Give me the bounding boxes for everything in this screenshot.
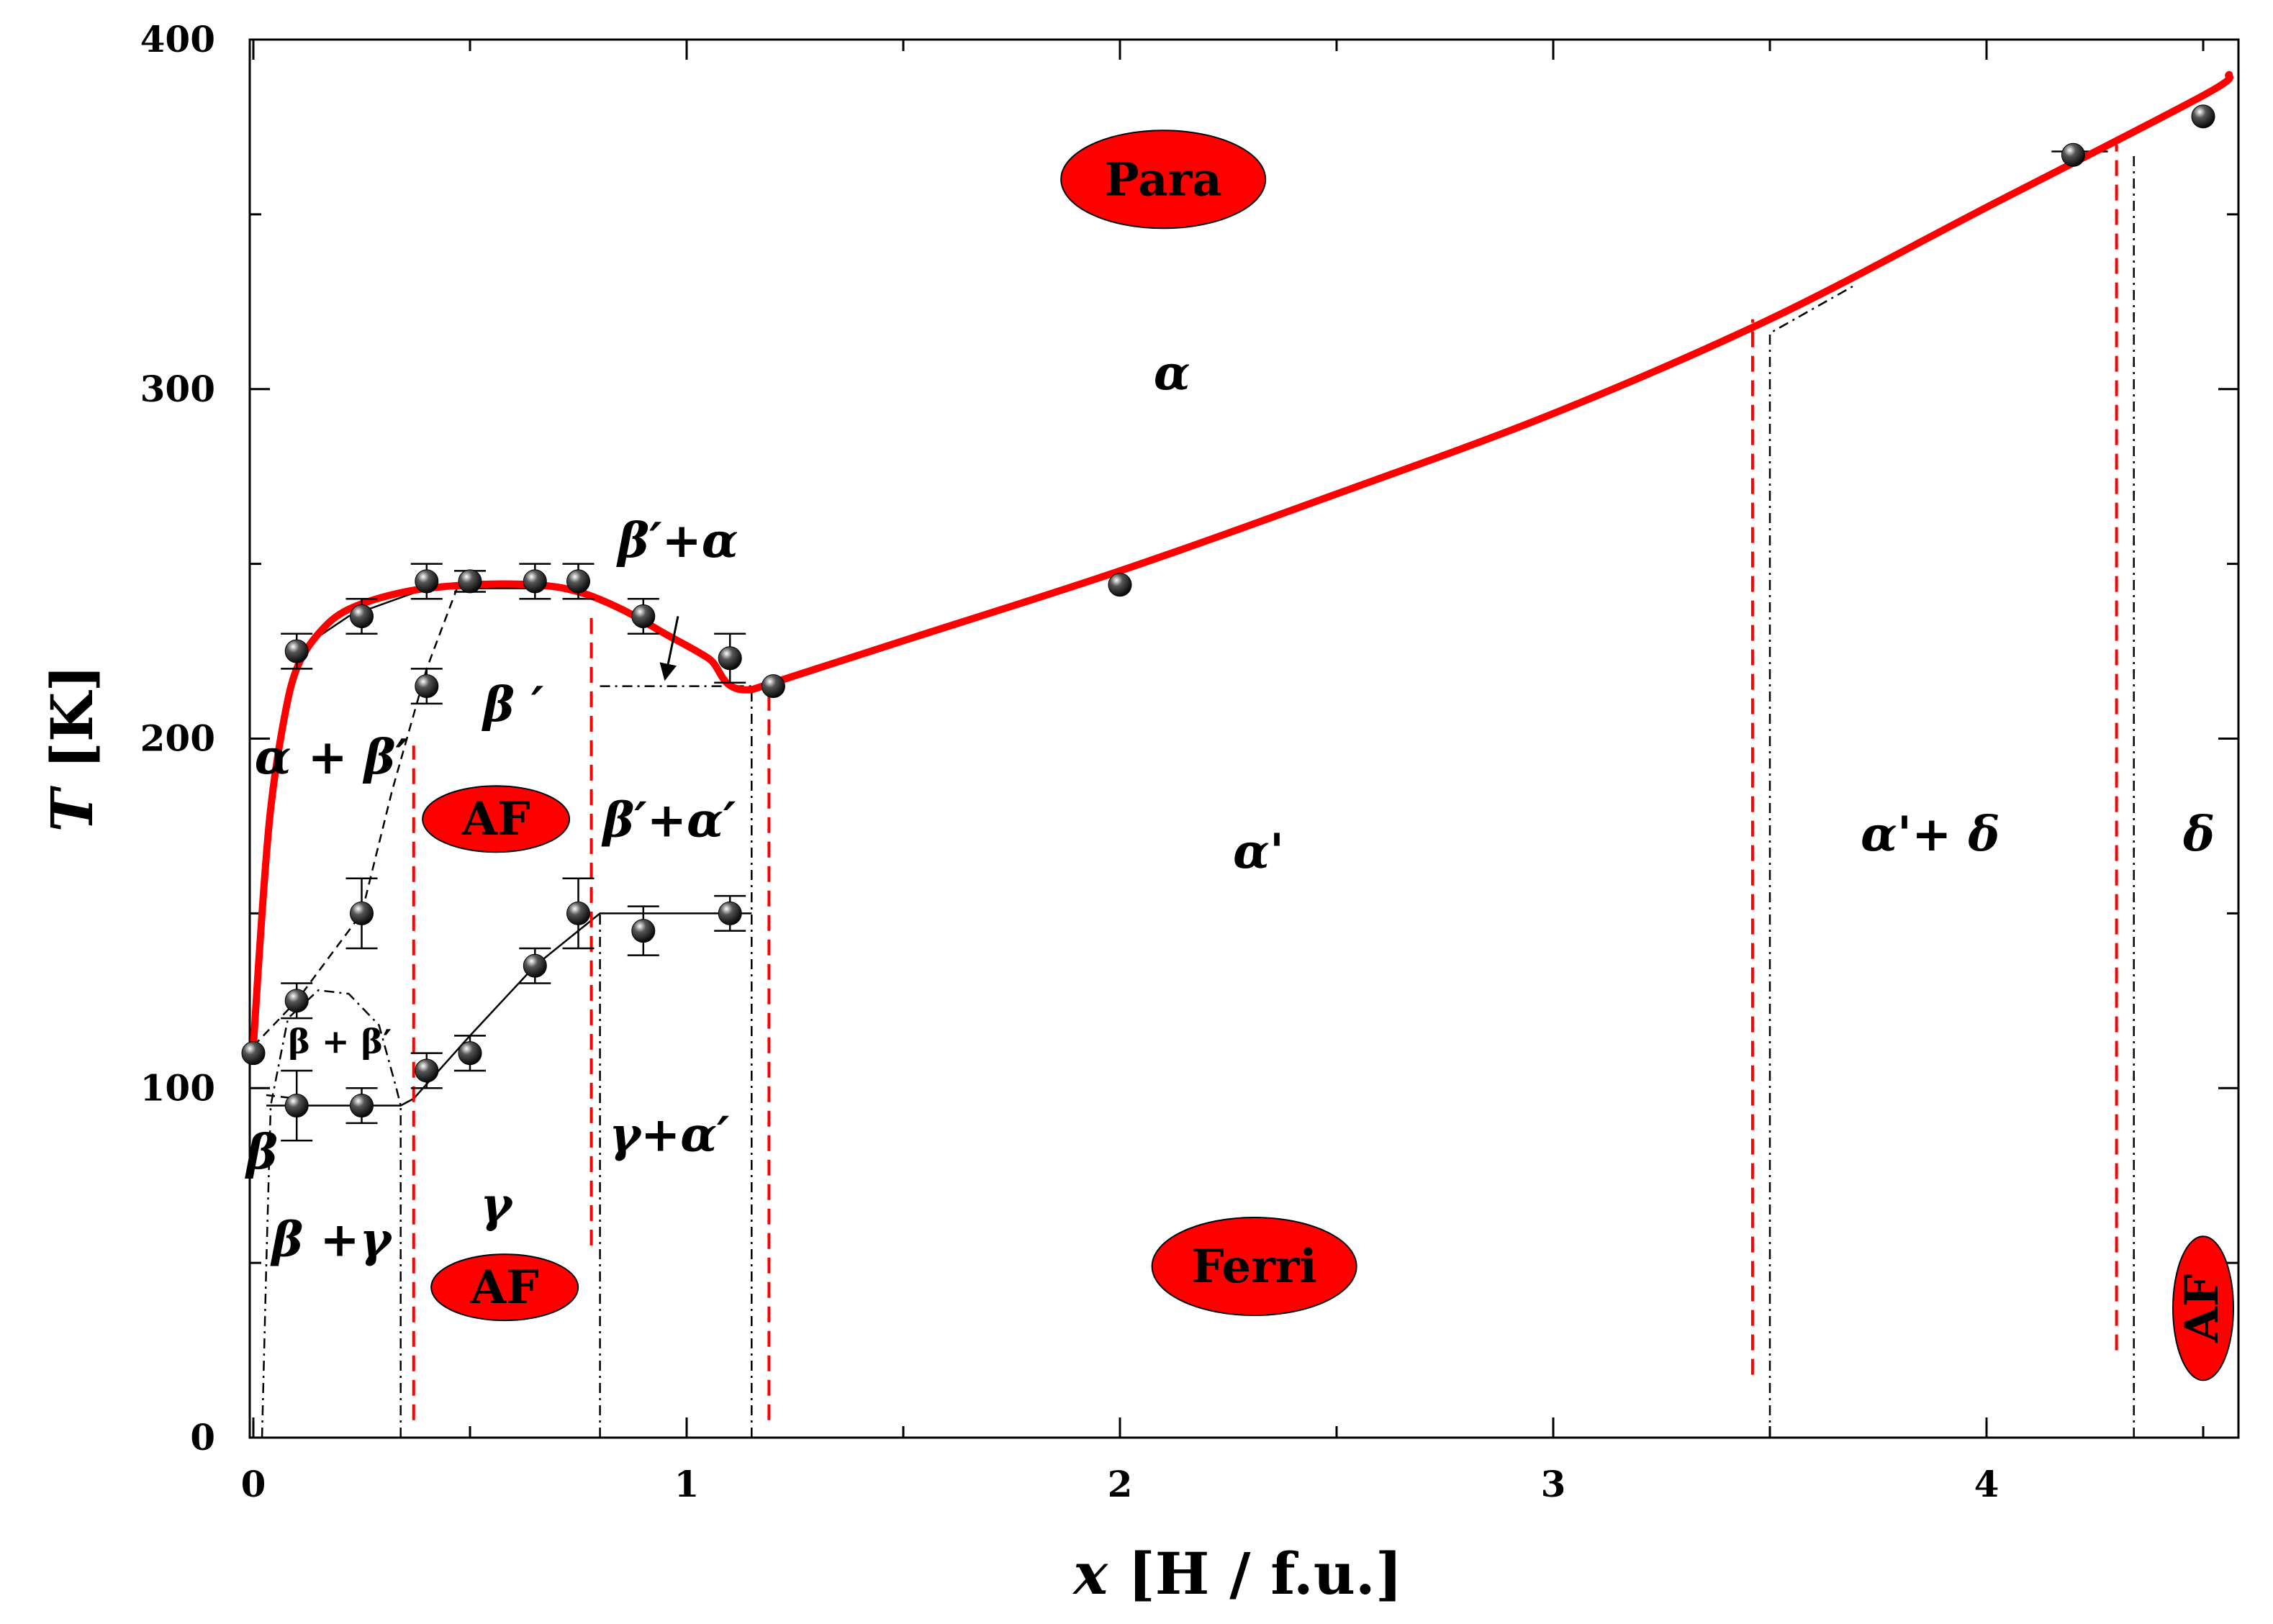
data-point [284,639,309,663]
annotation-arrow [659,616,679,681]
x-tick-label: 3 [1541,1463,1566,1505]
phase-labels: α α' α'+ δ δ β ′ α + β′ β′+α′ γ+α′ γ β +γ β β + β′ [244,345,2215,1268]
phase-boundary-dashdot [1768,283,1858,1438]
data-point [415,1058,439,1083]
x-tick-label: 4 [1974,1463,1999,1505]
data-point [2191,104,2215,129]
phase-label: α' [1233,823,1284,879]
phase-label: γ+α′ [609,1107,729,1163]
region-badge-text: Para [1105,153,1222,207]
y-axis-unit: [K] [38,665,106,789]
data-point [566,569,590,594]
x-tick-label: 0 [241,1463,266,1505]
region-badge-ellipse [422,785,571,853]
data-point [415,674,439,699]
y-tick-label: 200 [140,717,215,760]
data-markers [241,104,2215,1118]
region-badge-text: AF [470,1261,539,1315]
region-badge-ellipse [1060,130,1267,230]
region-badges: Para AF AF Ferri AF [422,130,2234,1382]
red-curve-group [250,71,2233,1050]
x-tick-label: 1 [674,1463,700,1505]
phase-label: β [244,1124,278,1180]
region-badge-ellipse [430,1253,579,1322]
red-transition-curve [250,71,2233,1050]
y-tick-label: 400 [140,18,215,60]
phase-boundary-dashed [266,1094,297,1100]
data-point [631,919,656,943]
red-dashed-lines [412,144,2118,1420]
data-point [2061,142,2085,167]
phase-label: β ′ [481,676,543,732]
data-point [241,1041,266,1066]
axis-ticks [250,38,2238,1439]
phase-boundary-dashed [253,588,458,1047]
y-tick-label: 300 [140,368,215,410]
phase-label: α + β′ [255,729,408,785]
phase-label: β +γ [270,1211,394,1267]
y-axis-title: T [K] [38,665,106,833]
x-axis-title: x [H / f.u.] [1072,1540,1402,1607]
data-point [718,901,742,925]
data-point [350,604,374,628]
region-badge-text: AF [2175,1274,2229,1343]
phase-label: α'+ δ [1861,806,1999,862]
data-point [458,569,482,594]
region-badge-text: Ferri [1191,1240,1316,1294]
region-badge-ellipse [2172,1235,2234,1382]
phase-label: α [1154,345,1190,401]
arrow-label: β′+α [615,512,738,568]
phase-label: β′+α′ [601,792,736,848]
data-point [458,1041,482,1066]
y-tick-label: 0 [190,1416,215,1459]
data-point [350,901,374,925]
data-point [1108,573,1132,597]
data-point [566,901,590,925]
data-point [761,674,785,699]
region-badge-text: AF [461,792,530,846]
data-point [631,604,656,628]
y-tick-label: 100 [140,1066,215,1109]
x-axis-var: x [1072,1540,1108,1607]
x-axis-unit: [H / f.u.] [1108,1540,1403,1607]
y-axis-var: T [38,785,106,832]
data-point [523,953,547,978]
region-badge-ellipse [1151,1216,1357,1316]
tick-labels: 0 1 2 3 4 0 100 200 300 400 [140,18,1999,1505]
x-tick-label: 2 [1108,1463,1133,1505]
data-point [415,569,439,594]
data-point [718,646,742,671]
phase-label: δ [2182,806,2215,862]
data-point [284,1094,309,1118]
arrow-annotation: β′+α [615,512,738,681]
data-point [350,1094,374,1118]
phase-label-small: β + β′ [289,1022,392,1061]
phase-label: γ [480,1176,514,1233]
phase-boundary-dashdot [261,989,402,1438]
data-point [284,989,309,1013]
data-point [523,569,547,594]
